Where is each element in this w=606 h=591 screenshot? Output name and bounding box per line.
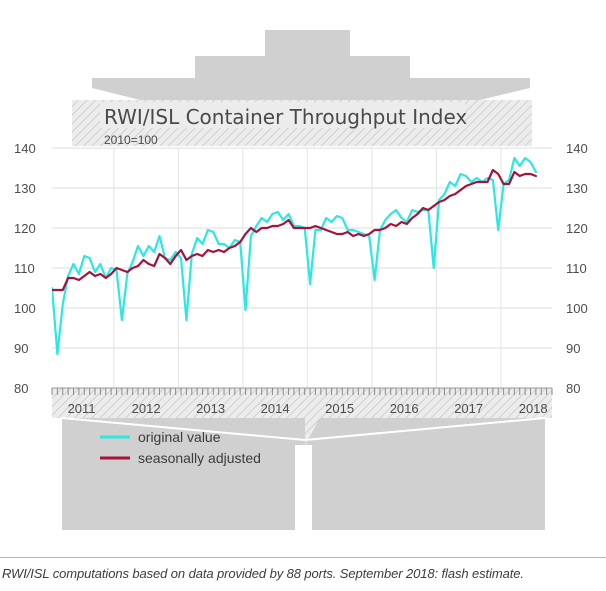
y-tick-label-right: 90 [566,341,580,356]
ship-bridge [195,56,410,78]
footnote: RWI/ISL computations based on data provi… [2,566,524,581]
x-tick-label-year: 2017 [454,401,483,416]
series-lines [52,156,538,356]
ship-hull-mid [61,417,546,442]
y-axis-left: 80 90 100 110 120 130 140 [14,141,36,396]
y-tick-label-left: 130 [14,181,36,196]
x-tick-label-year: 2014 [261,401,290,416]
chart-title: RWI/ISL Container Throughput Index [104,105,467,129]
y-tick-label-left: 80 [14,381,28,396]
y-tick-label-left: 120 [14,221,36,236]
y-axis-right: 80 90 100 110 120 130 140 [566,141,588,396]
y-tick-label-right: 100 [566,301,588,316]
series-line-original [52,156,538,356]
y-tick-label-left: 140 [14,141,36,156]
y-tick-label-right: 140 [566,141,588,156]
series-line-seasonally-adjusted [52,168,538,292]
x-tick-label-year: 2016 [390,401,419,416]
y-tick-label-right: 80 [566,381,580,396]
legend-label-original: original value [138,429,221,445]
legend-label-adjusted: seasonally adjusted [138,450,261,466]
ship-deck [92,78,530,100]
y-tick-label-left: 110 [14,261,35,276]
legend: original value seasonally adjusted [100,429,261,466]
x-tick-label-year: 2018 [519,401,548,416]
y-tick-label-left: 90 [14,341,28,356]
x-tick-label-year: 2015 [325,401,354,416]
y-tick-label-right: 130 [566,181,588,196]
y-tick-label-right: 110 [566,261,587,276]
footnote-divider [0,557,606,558]
x-tick-label-year: 2011 [68,401,96,416]
chart-subtitle: 2010=100 [104,133,158,147]
x-axis: 2011 2012 2013 2014 2015 2016 2017 2018 [51,387,553,416]
ship-hull-right [305,418,545,530]
ship-illustration [52,30,552,530]
title-background [100,102,465,128]
x-tick-label-year: 2013 [196,401,225,416]
ship-funnel [265,30,350,56]
ship-hull-hatch [155,400,465,445]
x-tick-label-year: 2012 [132,401,161,416]
y-tick-label-right: 120 [566,221,588,236]
y-tick-label-left: 100 [14,301,36,316]
ship-hull-left [62,418,305,530]
